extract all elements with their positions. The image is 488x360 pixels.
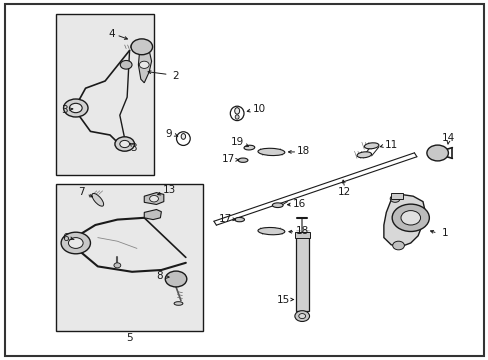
Circle shape: [69, 103, 82, 113]
Ellipse shape: [174, 302, 183, 305]
Text: 17: 17: [219, 214, 232, 224]
Ellipse shape: [92, 193, 103, 206]
Text: 18: 18: [296, 146, 309, 156]
Text: 15: 15: [276, 294, 290, 305]
Text: 13: 13: [163, 185, 176, 195]
Text: 14: 14: [441, 132, 455, 143]
Text: 5: 5: [126, 333, 133, 343]
Ellipse shape: [356, 152, 371, 158]
Circle shape: [68, 238, 83, 248]
Circle shape: [149, 195, 158, 202]
Text: 4: 4: [108, 29, 115, 39]
Ellipse shape: [238, 158, 247, 162]
Text: 18: 18: [295, 226, 308, 236]
Text: 16: 16: [292, 199, 305, 209]
Circle shape: [391, 204, 428, 231]
Circle shape: [400, 211, 420, 225]
Circle shape: [139, 61, 149, 68]
Ellipse shape: [235, 115, 239, 119]
Ellipse shape: [258, 228, 284, 235]
Text: 11: 11: [384, 140, 397, 150]
Circle shape: [61, 232, 90, 254]
Circle shape: [392, 241, 404, 250]
Ellipse shape: [272, 203, 283, 207]
Circle shape: [298, 314, 305, 319]
Circle shape: [165, 271, 186, 287]
Text: 17: 17: [222, 154, 235, 164]
Ellipse shape: [234, 217, 244, 222]
Bar: [294, 232, 309, 238]
Text: 3: 3: [129, 143, 136, 153]
Circle shape: [115, 137, 134, 151]
Circle shape: [114, 263, 121, 268]
Circle shape: [63, 99, 88, 117]
Text: 19: 19: [230, 137, 244, 147]
Text: 12: 12: [337, 186, 351, 197]
Text: 6: 6: [62, 233, 69, 243]
Ellipse shape: [181, 134, 185, 139]
Ellipse shape: [234, 108, 239, 114]
Bar: [56, 184, 203, 331]
Text: 3: 3: [61, 105, 68, 115]
Text: 10: 10: [252, 104, 265, 114]
Circle shape: [120, 60, 132, 69]
Polygon shape: [138, 47, 151, 83]
Circle shape: [120, 140, 129, 148]
Text: 2: 2: [172, 71, 179, 81]
Ellipse shape: [364, 143, 378, 149]
Bar: [56, 14, 154, 175]
Text: 8: 8: [156, 271, 163, 281]
Text: 7: 7: [78, 187, 85, 197]
Text: 1: 1: [441, 228, 447, 238]
Polygon shape: [144, 210, 161, 220]
Polygon shape: [383, 194, 425, 247]
Polygon shape: [144, 193, 163, 204]
Ellipse shape: [258, 148, 284, 156]
Bar: [295, 232, 308, 311]
Circle shape: [426, 145, 447, 161]
Circle shape: [294, 311, 309, 321]
Circle shape: [131, 39, 152, 55]
Circle shape: [389, 195, 399, 202]
Ellipse shape: [244, 145, 254, 150]
Bar: [390, 193, 403, 199]
Text: 9: 9: [165, 129, 172, 139]
